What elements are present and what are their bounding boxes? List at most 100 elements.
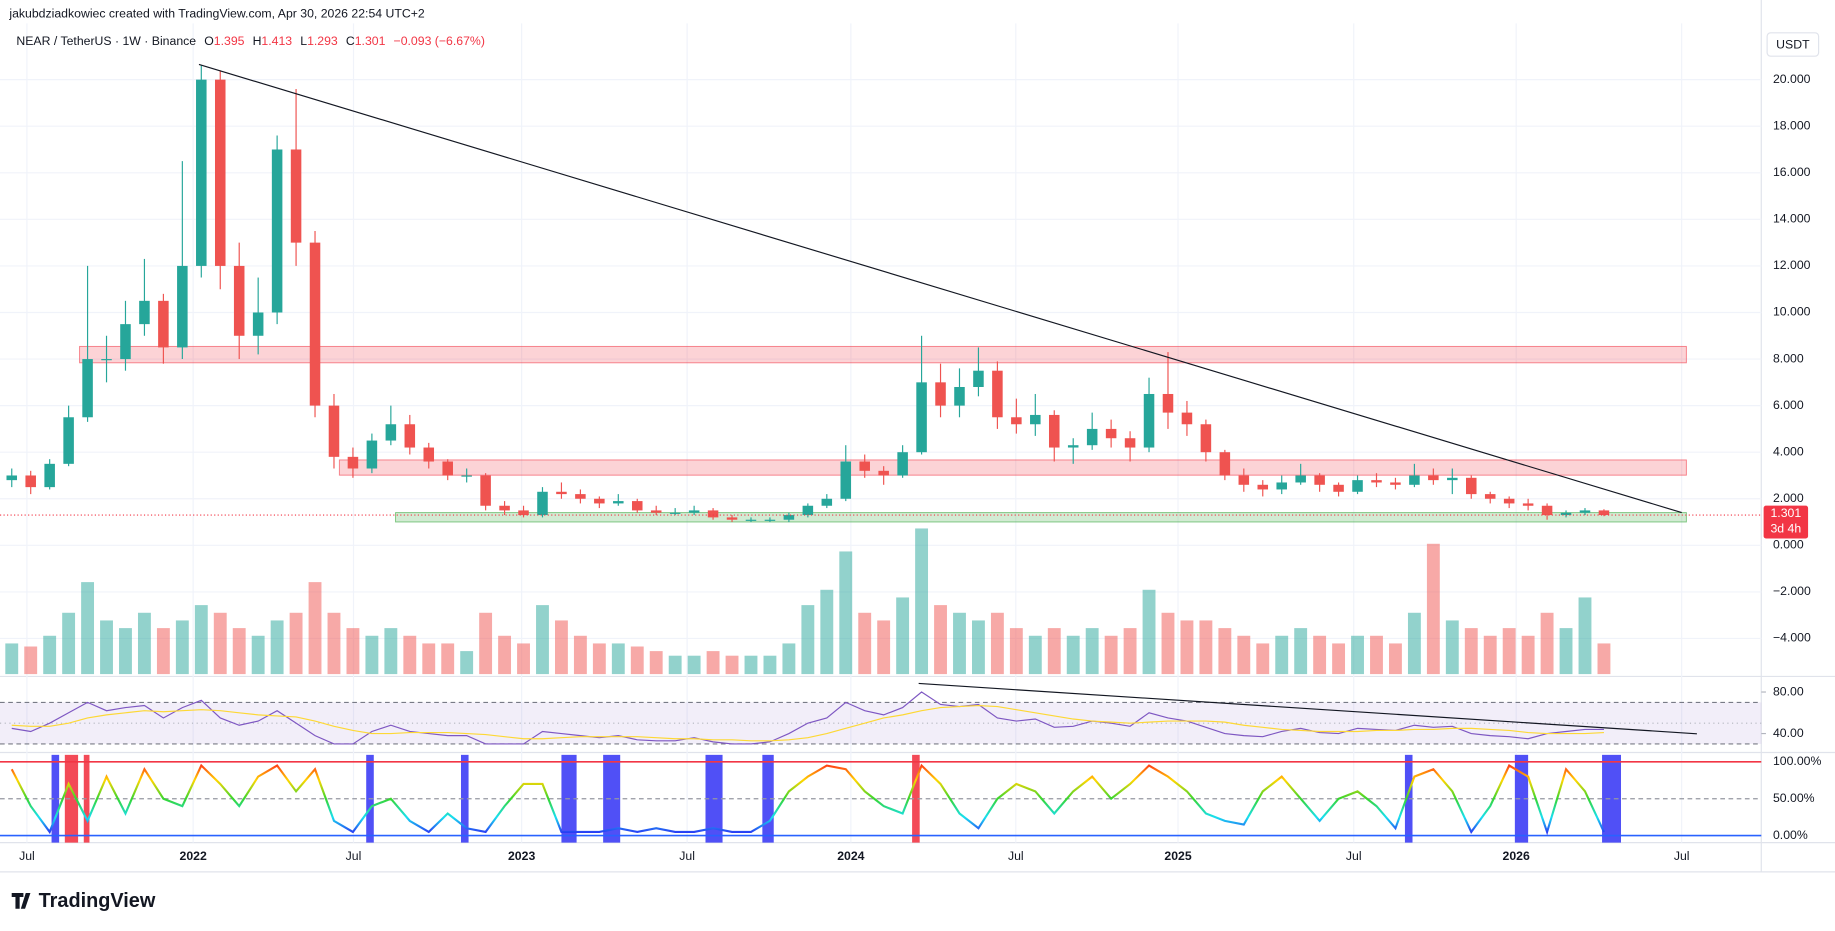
- candle-body: [385, 424, 397, 441]
- candle-body: [1030, 414, 1041, 425]
- last-price-box: [1763, 505, 1809, 539]
- volume-bar: [137, 612, 151, 675]
- volume-bar: [119, 628, 132, 675]
- volume-bar: [687, 655, 701, 675]
- volume-bar: [763, 655, 777, 675]
- volume-bar: [706, 651, 720, 675]
- y-tick-label: 80.00: [1773, 684, 1804, 698]
- legend-line: NEAR / TetherUS · 1W · Binance O1.395 H1…: [16, 34, 485, 48]
- currency-label[interactable]: USDT: [1776, 37, 1810, 51]
- volume-bar: [1180, 620, 1194, 675]
- volume-bar: [630, 646, 644, 675]
- candle-body: [1048, 414, 1060, 448]
- legend-value: 1.293: [307, 34, 338, 48]
- candle-body: [233, 265, 245, 336]
- volume-bar: [592, 643, 606, 675]
- volume-bar: [1142, 589, 1156, 675]
- signal-highlight: [1602, 754, 1622, 843]
- candle-body: [1011, 417, 1022, 425]
- volume-bar: [1009, 628, 1023, 675]
- x-tick-label: 2022: [180, 849, 207, 863]
- volume-bar: [1426, 543, 1440, 675]
- volume-bar: [555, 620, 568, 675]
- candle-body: [139, 300, 150, 325]
- candle-body: [214, 79, 226, 266]
- volume-bar: [498, 635, 512, 675]
- volume-bar: [1275, 635, 1289, 675]
- volume-bar: [1332, 643, 1346, 675]
- candle-body: [556, 491, 567, 495]
- y-tick-label: 40.00: [1773, 726, 1804, 740]
- volume-bar: [156, 628, 170, 675]
- support-zone: [395, 512, 1687, 523]
- volume-bar: [24, 646, 38, 675]
- candle-body: [1390, 482, 1401, 485]
- volume-bar: [213, 612, 227, 675]
- volume-bar: [5, 643, 19, 675]
- candle-body: [1143, 393, 1155, 448]
- volume-bar: [972, 620, 985, 675]
- logo-icon: [11, 892, 31, 909]
- resistance-zone: [338, 459, 1687, 476]
- signal-highlight: [912, 754, 920, 843]
- y-tick-label: 2.000: [1773, 491, 1804, 505]
- volume-bar: [1294, 628, 1308, 675]
- candle-body: [499, 505, 510, 511]
- volume-bar: [175, 620, 189, 675]
- candle-body: [63, 417, 74, 464]
- volume-bar: [1370, 635, 1383, 675]
- candle-body: [1541, 505, 1553, 516]
- candle-body: [954, 386, 965, 406]
- currency-button[interactable]: [1766, 32, 1820, 57]
- candle-body: [120, 324, 131, 360]
- candle-body: [1295, 475, 1306, 483]
- signal-highlight: [64, 754, 79, 843]
- volume-bar: [270, 620, 284, 675]
- candle-body: [44, 463, 55, 488]
- volume-bar: [725, 655, 739, 675]
- y-tick-label: 12.000: [1773, 258, 1811, 272]
- y-tick-label: 20.000: [1773, 72, 1811, 86]
- volume-bar: [858, 612, 872, 675]
- legend-symbol: NEAR / TetherUS · 1W · Binance: [16, 34, 196, 48]
- y-tick-label: 6.000: [1773, 398, 1804, 412]
- y-tick-label: 10.000: [1773, 305, 1811, 319]
- candle-body: [366, 440, 378, 469]
- candle-body: [423, 447, 435, 462]
- volume-bar: [744, 655, 758, 675]
- rsi-trend-line: [918, 682, 1697, 735]
- volume-bar: [1104, 635, 1118, 675]
- trend-line: [198, 63, 1682, 514]
- candle-body: [859, 461, 870, 471]
- candle-body: [101, 359, 112, 361]
- candle-body: [802, 505, 814, 516]
- volume-bar: [649, 651, 663, 675]
- volume-bar: [953, 612, 966, 675]
- volume-bar: [839, 551, 853, 675]
- volume-bar: [517, 643, 530, 675]
- volume-bar: [251, 635, 265, 675]
- volume-bar: [934, 605, 947, 675]
- candle-body: [1447, 477, 1458, 481]
- candle-body: [1181, 412, 1193, 425]
- volume-bar: [820, 589, 834, 675]
- legend-label: C: [346, 34, 355, 48]
- volume-bar: [990, 612, 1004, 675]
- volume-bar: [1218, 628, 1232, 675]
- logo-text: TradingView: [39, 890, 156, 912]
- volume-bar: [896, 597, 910, 675]
- volume-bar: [1066, 635, 1080, 675]
- candle-body: [1257, 484, 1269, 490]
- candle-body: [537, 491, 548, 516]
- signal-highlight: [1404, 754, 1413, 843]
- candle-body: [480, 475, 491, 506]
- volume-bar: [81, 582, 95, 675]
- volume-bar: [1483, 635, 1497, 675]
- signal-highlight: [460, 754, 469, 843]
- volume-bar: [308, 582, 322, 675]
- candle-body: [1276, 482, 1287, 490]
- volume-bar: [1237, 635, 1251, 675]
- candle-body: [6, 475, 18, 481]
- candle-body: [1352, 480, 1363, 492]
